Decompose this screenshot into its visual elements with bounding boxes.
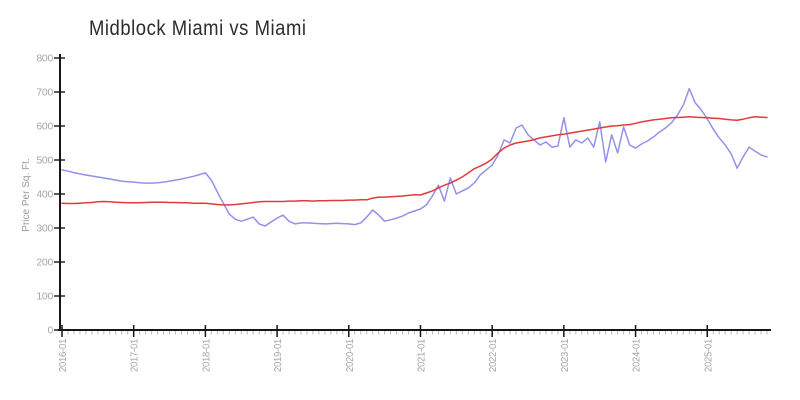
x-tick-label: 2021-01 [415, 339, 427, 372]
x-tick-label: 2023-01 [559, 339, 571, 372]
y-tick-label: 600 [36, 121, 53, 133]
x-tick-label: 2019-01 [272, 339, 284, 372]
x-tick-label: 2018-01 [200, 339, 212, 372]
x-tick-label: 2016-01 [57, 339, 69, 372]
x-tick-label: 2022-01 [487, 339, 499, 372]
y-tick-label: 100 [36, 291, 53, 303]
y-tick-label: 200 [36, 257, 53, 269]
y-tick-label: 400 [36, 189, 53, 201]
x-tick-label: 2017-01 [129, 339, 141, 372]
series-line-miami [61, 116, 768, 206]
series-line-midblock-miami [61, 87, 768, 227]
chart-title: Midblock Miami vs Miami [89, 17, 307, 40]
y-tick-label: 0 [47, 325, 53, 337]
x-tick-label: 2025-01 [702, 339, 714, 372]
x-tick-label: 2020-01 [344, 339, 356, 372]
y-tick-label: 800 [36, 53, 53, 65]
y-tick-label: 700 [36, 87, 53, 99]
y-tick-label: 300 [36, 223, 53, 235]
y-tick-label: 500 [36, 155, 53, 167]
x-tick-label: 2024-01 [631, 339, 643, 372]
